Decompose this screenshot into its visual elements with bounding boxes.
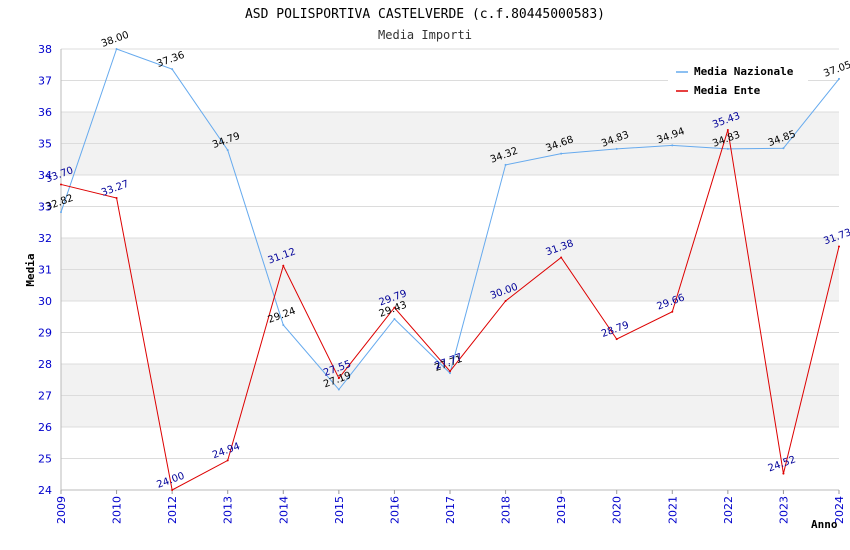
data-point-media-ente — [838, 245, 840, 248]
data-point-media-nazionale — [504, 163, 507, 166]
y-tick-label: 26 — [38, 421, 52, 434]
legend: Media Nazionale Media Ente — [668, 58, 808, 102]
plot-band — [61, 427, 839, 459]
data-label-media-nazionale: 38.00 — [100, 30, 131, 50]
y-tick-label: 25 — [38, 453, 52, 466]
x-tick-label: 2013 — [222, 496, 235, 524]
y-tick-label: 33 — [38, 201, 52, 214]
plot-bands — [61, 49, 839, 490]
legend-label-media-ente: Media Ente — [694, 84, 761, 97]
plot-band — [61, 143, 839, 175]
data-point-media-ente — [60, 183, 62, 186]
data-point-media-ente — [393, 306, 396, 309]
x-tick-label: 2021 — [666, 496, 679, 524]
y-tick-label: 37 — [38, 75, 52, 88]
data-point-media-nazionale — [615, 147, 618, 150]
data-point-media-nazionale — [171, 68, 174, 71]
x-tick-label: 2014 — [277, 496, 290, 524]
y-axis-label: Media — [24, 253, 37, 286]
chart-title: ASD POLISPORTIVA CASTELVERDE (c.f.804450… — [245, 7, 605, 22]
y-tick-label: 30 — [38, 295, 52, 308]
y-tick-label: 36 — [38, 106, 52, 119]
data-point-media-nazionale — [337, 388, 340, 391]
y-tick-labels: 24 25 26 27 28 29 30 31 32 33 34 35 36 37 38 — [38, 43, 52, 497]
x-tick-labels: 2009 2010 2012 2013 2014 2015 2016 2017 2018 2019… — [55, 496, 846, 524]
data-point-media-nazionale — [782, 147, 785, 150]
data-point-media-nazionale — [838, 77, 840, 80]
x-tick-label: 2010 — [111, 496, 124, 524]
plot-band — [61, 206, 839, 238]
y-tick-label: 28 — [38, 358, 52, 371]
y-tick-label: 31 — [38, 264, 52, 277]
data-point-media-ente — [171, 489, 174, 491]
grid-lines — [61, 48, 839, 491]
y-tick-label: 34 — [38, 169, 52, 182]
x-axis-label: Anno — [811, 518, 838, 531]
data-point-media-nazionale — [671, 144, 674, 147]
legend-label-media-nazionale: Media Nazionale — [694, 65, 794, 78]
data-point-media-ente — [615, 338, 618, 341]
x-tick-label: 2018 — [500, 496, 513, 524]
plot-band — [61, 269, 839, 301]
plot-band — [61, 332, 839, 364]
data-point-media-nazionale — [449, 372, 451, 375]
x-tick-label: 2024 — [833, 496, 846, 524]
data-point-media-ente — [726, 128, 729, 131]
data-point-media-nazionale — [393, 317, 396, 320]
data-point-media-ente — [671, 310, 674, 313]
axes — [60, 49, 840, 494]
y-tick-label: 38 — [38, 43, 52, 56]
y-tick-label: 29 — [38, 327, 52, 340]
plot-band — [61, 458, 839, 490]
data-point-media-ente — [449, 370, 451, 373]
plot-band — [61, 301, 839, 333]
plot-band — [61, 395, 839, 427]
chart-subtitle: Media Importi — [378, 28, 472, 42]
data-point-media-nazionale — [60, 211, 62, 214]
data-point-media-ente — [560, 256, 563, 259]
x-tick-label: 2009 — [55, 496, 68, 524]
series-lines — [60, 48, 840, 491]
data-point-media-nazionale — [726, 147, 729, 150]
data-point-media-ente — [337, 377, 340, 380]
x-tick-label: 2022 — [722, 496, 735, 524]
plot-band — [61, 175, 839, 207]
data-point-media-ente — [115, 196, 118, 199]
data-point-media-nazionale — [560, 152, 563, 155]
plot-band — [61, 112, 839, 144]
data-point-media-ente — [226, 459, 229, 462]
data-point-media-ente — [504, 300, 507, 302]
data-point-media-ente — [782, 472, 785, 475]
data-point-media-nazionale — [115, 48, 118, 50]
data-point-media-nazionale — [226, 149, 229, 152]
x-tick-label: 2016 — [388, 496, 401, 524]
y-tick-label: 32 — [38, 232, 52, 245]
y-tick-label: 24 — [38, 484, 52, 497]
y-tick-label: 27 — [38, 390, 52, 403]
x-tick-label: 2017 — [444, 496, 457, 524]
data-point-media-ente — [282, 264, 285, 267]
x-tick-label: 2020 — [611, 496, 624, 524]
x-tick-label: 2019 — [555, 496, 568, 524]
plot-band — [61, 238, 839, 270]
legend-box — [668, 58, 808, 102]
x-tick-label: 2015 — [333, 496, 346, 524]
x-tick-label: 2023 — [777, 496, 790, 524]
x-tick-label: 2012 — [166, 496, 179, 524]
data-point-media-nazionale — [282, 323, 285, 326]
y-tick-label: 35 — [38, 138, 52, 151]
plot-band — [61, 364, 839, 396]
